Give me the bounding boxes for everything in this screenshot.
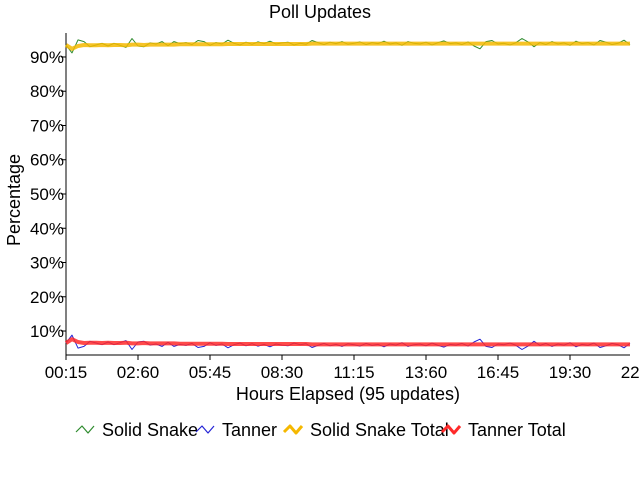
x-tick-label: 19:30 bbox=[549, 363, 592, 382]
legend: Solid Snake Tanner Solid Snake Total Tanner… bbox=[75, 420, 566, 440]
y-axis: 10% 20% 30% 40% 50% 60% 70% 80% 90% bbox=[30, 48, 66, 341]
legend-label: Tanner bbox=[222, 420, 277, 440]
x-axis-label: Hours Elapsed (95 updates) bbox=[236, 384, 460, 404]
y-tick-label: 80% bbox=[30, 82, 64, 101]
legend-item-solid-snake: Solid Snake bbox=[75, 420, 198, 440]
x-axis: 00:15 02:60 05:45 08:30 11:15 13:60 16:45 19:30… bbox=[45, 355, 640, 382]
legend-swatch bbox=[195, 425, 215, 434]
chart-title: Poll Updates bbox=[269, 2, 371, 22]
y-tick-label: 50% bbox=[30, 185, 64, 204]
y-tick-label: 90% bbox=[30, 48, 64, 67]
x-tick-label: 02:60 bbox=[117, 363, 160, 382]
series-layer bbox=[64, 38, 631, 350]
y-tick-label: 20% bbox=[30, 288, 64, 307]
y-axis-label: Percentage bbox=[4, 154, 24, 246]
x-tick-label: 08:30 bbox=[261, 363, 304, 382]
x-tick-label: 16:45 bbox=[477, 363, 520, 382]
y-tick-label: 10% bbox=[30, 322, 64, 341]
legend-label: Tanner Total bbox=[468, 420, 566, 440]
x-tick-label: 05:45 bbox=[189, 363, 232, 382]
plot-area bbox=[65, 33, 630, 356]
series-line-solid-snake-total bbox=[64, 41, 630, 51]
legend-item-tanner: Tanner bbox=[195, 420, 277, 440]
y-tick-label: 60% bbox=[30, 151, 64, 170]
legend-item-solid-snake-total: Solid Snake Total bbox=[282, 420, 449, 440]
y-tick-label: 30% bbox=[30, 254, 64, 273]
legend-item-tanner-total: Tanner Total bbox=[440, 420, 566, 440]
y-tick-label: 40% bbox=[30, 219, 64, 238]
legend-label: Solid Snake Total bbox=[310, 420, 449, 440]
x-tick-label: 11:15 bbox=[333, 363, 374, 382]
x-tick-label: 22:15 bbox=[621, 363, 640, 382]
series-line-tanner-total bbox=[64, 337, 630, 347]
legend-swatch bbox=[440, 424, 462, 435]
legend-swatch bbox=[75, 425, 95, 434]
legend-label: Solid Snake bbox=[102, 420, 198, 440]
x-tick-label: 13:60 bbox=[405, 363, 448, 382]
x-tick-label: 00:15 bbox=[45, 363, 88, 382]
legend-swatch bbox=[282, 424, 304, 435]
y-tick-label: 70% bbox=[30, 116, 64, 135]
